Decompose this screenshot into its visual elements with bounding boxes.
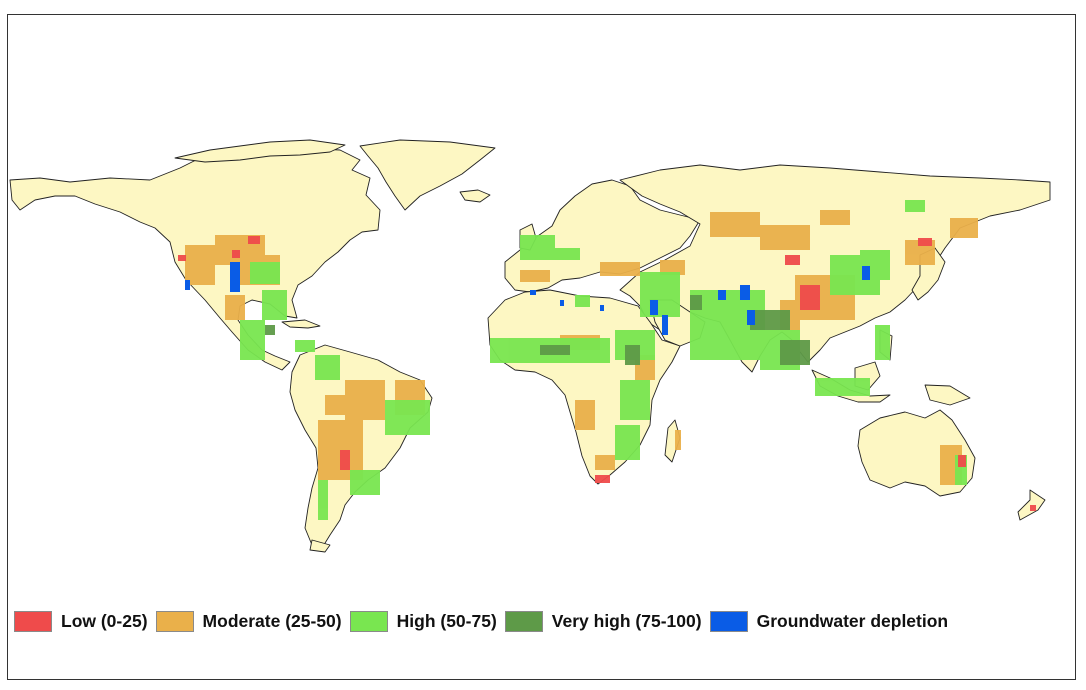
map-legend: Low (0-25) Moderate (25-50) High (50-75)… (14, 608, 956, 634)
greenland (359, 139, 496, 211)
legend-item-moderate: Moderate (25-50) (155, 610, 342, 632)
legend-item-low: Low (0-25) (14, 610, 148, 632)
legend-label: High (50-75) (396, 610, 497, 631)
swatch-moderate (155, 610, 194, 632)
legend-label: Low (0-25) (61, 610, 148, 631)
arctic-islands (174, 139, 346, 163)
very-high-stress-areas (265, 295, 810, 365)
swatch-very-high (504, 610, 543, 632)
new-guinea (924, 384, 971, 406)
low-stress-areas (178, 236, 1036, 511)
iceland (459, 189, 491, 203)
legend-item-very-high: Very high (75-100) (504, 610, 702, 632)
legend-item-groundwater: Groundwater depletion (709, 610, 949, 632)
tierra-del-fuego (309, 539, 331, 553)
swatch-high (349, 610, 388, 632)
europe (504, 179, 701, 293)
world-map (9, 139, 1051, 553)
legend-item-high: High (50-75) (349, 610, 497, 632)
groundwater-depletion-areas (185, 262, 870, 335)
legend-label: Groundwater depletion (756, 610, 949, 631)
swatch-groundwater (709, 610, 748, 632)
high-stress-areas (240, 200, 967, 520)
caribbean (281, 319, 321, 329)
legend-label: Very high (75-100) (551, 610, 702, 631)
swatch-low (14, 610, 52, 632)
legend-label: Moderate (25-50) (202, 610, 342, 631)
